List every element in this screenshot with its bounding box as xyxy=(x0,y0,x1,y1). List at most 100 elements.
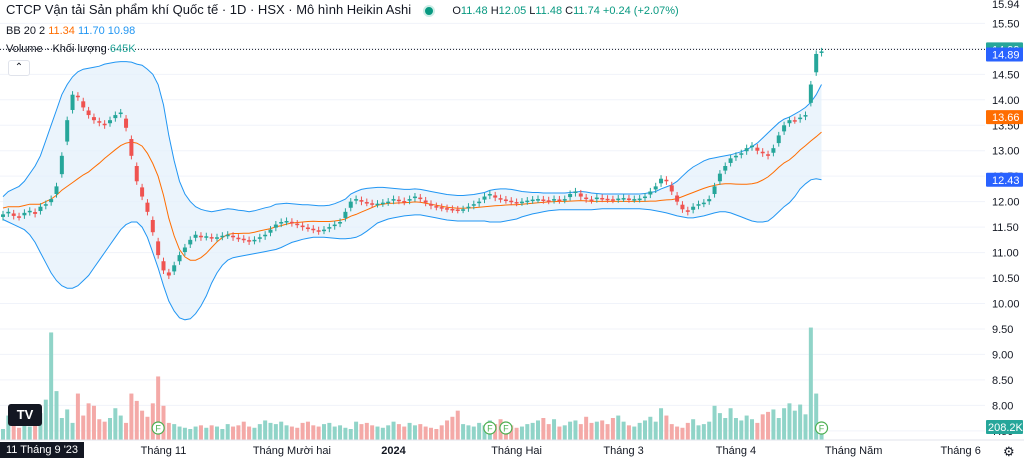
candle-body xyxy=(134,166,139,182)
candle-body xyxy=(27,210,32,213)
candle-body xyxy=(739,153,744,155)
volume-bar xyxy=(493,424,498,440)
candle-body xyxy=(621,198,626,200)
candle-body xyxy=(664,179,669,182)
volume-bar xyxy=(552,419,557,440)
volume-bar xyxy=(354,421,359,440)
candle-body xyxy=(370,203,375,205)
symbol-title[interactable]: CTCP Vận tải Sản phẩm khí Quốc tế · 1D ·… xyxy=(6,2,412,17)
bollinger-upper-band xyxy=(2,61,822,213)
volume-bar xyxy=(771,409,776,440)
candle-body xyxy=(380,202,385,205)
candle-body xyxy=(231,235,236,238)
time-tick-label: Tháng Mười hai xyxy=(253,445,331,457)
volume-bar xyxy=(568,421,573,440)
candle-body xyxy=(546,200,551,202)
volume-bar xyxy=(632,426,637,440)
volume-bar xyxy=(375,426,380,440)
volume-bar xyxy=(546,424,551,440)
candle-body xyxy=(273,224,278,228)
candle-body xyxy=(364,202,369,204)
volume-bar xyxy=(150,403,155,440)
volume-bar xyxy=(1,429,5,440)
tradingview-logo[interactable]: TV xyxy=(8,404,42,426)
ohlc-readout: O11.48 H12.05 L11.48 C11.74 +0.24 (+2.07… xyxy=(452,5,678,17)
volume-bar xyxy=(728,408,733,440)
candle-body xyxy=(675,195,680,202)
candle-body xyxy=(605,198,610,201)
candle-body xyxy=(54,186,59,195)
candle-body xyxy=(38,206,43,212)
candle-body xyxy=(445,208,450,210)
candle-body xyxy=(776,135,781,144)
volume-bar xyxy=(536,420,540,440)
volume-bar xyxy=(792,410,797,440)
bollinger-band-fill xyxy=(3,61,822,320)
volume-bar xyxy=(541,418,546,440)
candle-body xyxy=(637,198,642,201)
candle-body xyxy=(295,223,300,226)
candle-body xyxy=(568,194,573,198)
candle-body xyxy=(11,213,16,216)
candle-body xyxy=(503,199,508,202)
event-marker-icon xyxy=(151,421,165,435)
bollinger-legend[interactable]: BB 20 2 11.34 11.70 10.98 xyxy=(6,25,135,37)
volume-bar xyxy=(455,410,460,440)
volume-bar xyxy=(803,414,808,440)
volume-bar xyxy=(43,399,48,440)
candle-body xyxy=(402,201,407,203)
candle-body xyxy=(305,227,310,230)
volume-bar xyxy=(236,425,241,440)
volume-bar xyxy=(578,424,583,440)
candle-body xyxy=(450,208,455,211)
candle-body xyxy=(669,185,674,192)
price-axis-top-label: 15.94 xyxy=(992,0,1020,11)
collapse-legend-button[interactable]: ⌃ xyxy=(8,60,30,76)
price-tick-label: 9.00 xyxy=(992,349,1013,361)
candle-body xyxy=(766,154,771,156)
candle-body xyxy=(129,139,134,156)
volume-bar xyxy=(134,400,139,440)
candle-body xyxy=(573,191,578,193)
volume-label: Volume · Khối lượng xyxy=(6,43,107,55)
candle-body xyxy=(552,199,557,201)
volume-bar xyxy=(402,426,407,440)
volume-bar xyxy=(733,418,738,440)
candle-body xyxy=(188,239,193,245)
volume-legend[interactable]: Volume · Khối lượng 645K xyxy=(6,43,136,55)
candle-body xyxy=(792,120,797,122)
candle-body xyxy=(268,229,273,233)
volume-bar xyxy=(263,420,268,440)
volume-bar xyxy=(332,426,337,440)
bb-basis-value: 11.34 xyxy=(48,25,75,37)
volume-bar xyxy=(161,405,166,440)
candle-body xyxy=(113,115,118,119)
high-label: H xyxy=(490,5,499,17)
candle-body xyxy=(648,191,653,195)
volume-bar xyxy=(717,413,722,440)
candle-body xyxy=(562,199,567,201)
volume-bar xyxy=(808,327,813,440)
price-axis[interactable]: 15.9415.5015.0014.5014.0013.5013.0012.50… xyxy=(985,0,1024,440)
candle-body xyxy=(225,234,230,237)
volume-bar xyxy=(220,429,225,440)
price-tick-label: 12.00 xyxy=(992,197,1020,209)
candle-body xyxy=(808,84,813,103)
time-tick-label: Tháng 4 xyxy=(716,445,756,457)
chart-header: CTCP Vận tải Sản phẩm khí Quốc tế · 1D ·… xyxy=(6,2,679,17)
volume-bar xyxy=(172,424,177,440)
price-tick-label: 11.00 xyxy=(992,248,1019,260)
candle-body xyxy=(343,211,348,218)
candle-body xyxy=(140,187,145,197)
gear-icon[interactable]: ⚙ xyxy=(1003,444,1015,459)
candle-body xyxy=(209,237,214,239)
candle-body xyxy=(396,199,401,202)
price-tick-label: 9.50 xyxy=(992,324,1013,336)
volume-bar xyxy=(252,427,257,440)
candle-body xyxy=(22,212,27,216)
volume-bar xyxy=(75,393,80,440)
candle-body xyxy=(172,265,177,272)
bollinger-basis-line xyxy=(2,131,822,261)
